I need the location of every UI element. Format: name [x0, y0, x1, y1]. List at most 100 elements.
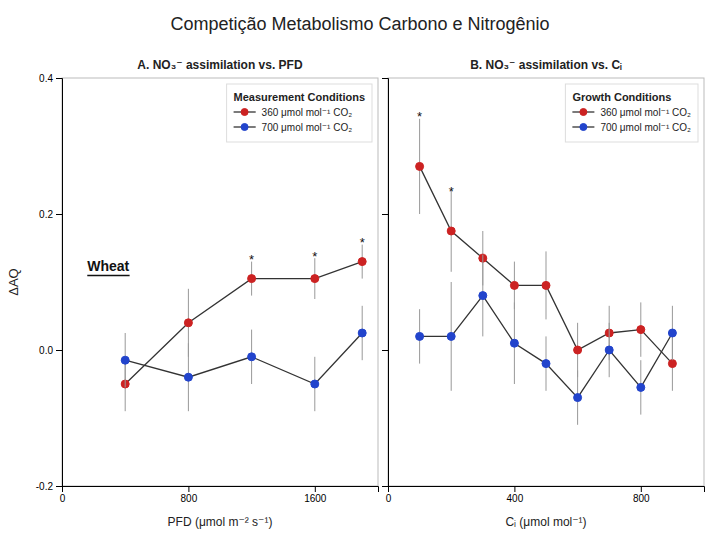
data-point [605, 346, 613, 354]
y-tick-mark [56, 214, 62, 215]
x-tick-mark [315, 486, 316, 492]
y-tick: -0.2 [36, 481, 62, 492]
annotation-underline [87, 275, 129, 276]
legend-entry: 360 μmol mol⁻¹ CO₂ [600, 107, 691, 118]
data-point [121, 356, 129, 364]
x-axis-title: PFD (μmol m⁻² s⁻¹) [168, 515, 273, 529]
series-line [125, 333, 362, 384]
x-tick-label: 1600 [304, 493, 327, 504]
legend-entry: 360 μmol mol⁻¹ CO₂ [262, 107, 353, 118]
data-point [668, 360, 676, 368]
y-tick-mark [56, 78, 62, 79]
data-point [637, 326, 645, 334]
y-tick [382, 214, 388, 215]
x-axis-title: Cᵢ (μmol mol⁻¹) [505, 515, 586, 529]
data-point [248, 275, 256, 283]
legend-swatch-marker [580, 124, 587, 131]
data-point [358, 329, 366, 337]
x-tick: 400 [507, 486, 524, 504]
significance-star: * [417, 109, 422, 124]
data-point [574, 394, 582, 402]
y-tick-label: 0.0 [39, 345, 53, 356]
plot-area [121, 245, 366, 412]
annotation-label: Wheat [87, 258, 129, 274]
data-point [416, 162, 424, 170]
y-tick-mark [56, 486, 62, 487]
x-tick: 1600 [304, 486, 327, 504]
y-tick-label: 0.2 [39, 209, 53, 220]
chart-svg: Competição Metabolismo Carbono e Nitrogê… [0, 0, 720, 540]
data-point [542, 281, 550, 289]
data-point [311, 275, 319, 283]
legend-swatch-marker [580, 109, 587, 116]
x-tick-label: 0 [60, 493, 66, 504]
data-point [447, 332, 455, 340]
y-axis: -0.2 0.0 0.2 0.4 [36, 73, 63, 492]
panel-subtitle: B. NO₃⁻ assimilation vs. Cᵢ [470, 58, 622, 72]
y-tick-label: 0.4 [39, 73, 53, 84]
y-axis-line [56, 79, 63, 487]
data-point [510, 281, 518, 289]
y-tick-mark [382, 486, 388, 487]
chart-container: Competição Metabolismo Carbono e Nitrogê… [0, 0, 720, 540]
y-tick [382, 78, 388, 79]
x-tick: 800 [633, 486, 650, 504]
data-point [510, 339, 518, 347]
y-tick-mark [382, 78, 388, 79]
data-point [184, 319, 192, 327]
significance-star: * [249, 252, 254, 267]
y-tick-mark [382, 214, 388, 215]
panel: 0 800 1600 -0.2 0.0 0.2 0.4 PFD (μmol m⁻² s⁻¹) Δ… [6, 58, 379, 529]
data-point [479, 292, 487, 300]
x-axis-line [63, 487, 379, 493]
x-tick-mark [514, 486, 515, 492]
annotations: * * * Wheat [87, 235, 364, 275]
significance-star: * [312, 249, 317, 264]
significance-star: * [449, 184, 454, 199]
y-axis-line [382, 79, 389, 487]
y-tick [382, 486, 388, 487]
data-point [447, 227, 455, 235]
legend: Growth Conditions 360 μmol mol⁻¹ CO₂ 700 μ… [565, 84, 698, 142]
x-tick-label: 400 [507, 493, 524, 504]
data-point [248, 353, 256, 361]
significance-star: * [360, 235, 365, 250]
legend-title: Growth Conditions [572, 91, 671, 103]
x-tick-label: 800 [181, 493, 198, 504]
y-tick-mark [56, 350, 62, 351]
data-point [574, 346, 582, 354]
y-tick: 0.2 [39, 209, 62, 220]
legend-background [227, 84, 372, 142]
legend-entry: 700 μmol mol⁻¹ CO₂ [262, 122, 353, 133]
data-point [416, 332, 424, 340]
data-point [184, 373, 192, 381]
y-axis-title: ΔAQ [6, 268, 21, 295]
legend-swatch-marker [241, 109, 248, 116]
annotations: ** [417, 109, 454, 199]
legend-title: Measurement Conditions [234, 91, 365, 103]
data-point [311, 380, 319, 388]
chart-title: Competição Metabolismo Carbono e Nitrogê… [170, 14, 549, 34]
x-tick: 800 [181, 486, 198, 504]
y-axis [382, 79, 389, 487]
x-tick-mark [188, 486, 189, 492]
data-point [358, 258, 366, 266]
x-tick-mark [641, 486, 642, 492]
legend: Measurement Conditions 360 μmol mol⁻¹ CO₂… [227, 84, 372, 142]
data-point [637, 383, 645, 391]
y-tick-label: -0.2 [36, 481, 54, 492]
x-tick-label: 0 [386, 493, 392, 504]
y-tick: 0.0 [39, 345, 62, 356]
data-point [542, 360, 550, 368]
legend-background [565, 84, 698, 142]
y-tick: 0.4 [39, 73, 62, 84]
data-point [668, 329, 676, 337]
y-tick-mark [382, 350, 388, 351]
panel-subtitle: A. NO₃⁻ assimilation vs. PFD [137, 58, 303, 72]
legend-entry: 700 μmol mol⁻¹ CO₂ [600, 122, 691, 133]
x-tick-label: 800 [633, 493, 650, 504]
x-axis-line [389, 487, 705, 493]
series-line [420, 166, 673, 363]
y-tick [382, 350, 388, 351]
x-axis: 0 400 800 [386, 486, 705, 504]
